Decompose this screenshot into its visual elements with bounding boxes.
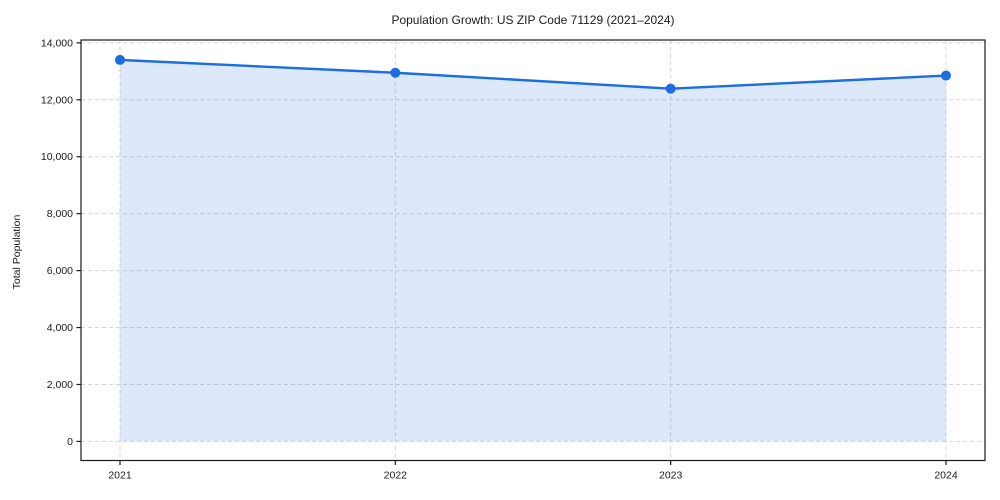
- y-tick-label: 12,000: [41, 94, 73, 106]
- x-tick-label: 2023: [659, 470, 683, 482]
- x-tick-label: 2021: [108, 470, 132, 482]
- data-point-marker: [941, 70, 951, 81]
- y-tick-label: 14,000: [41, 37, 73, 49]
- data-point-marker: [115, 54, 125, 65]
- x-tick-label: 2022: [384, 470, 408, 482]
- y-tick-label: 4,000: [47, 322, 73, 334]
- plot-border: [80, 39, 986, 462]
- area-fill: [120, 59, 946, 442]
- y-tick-label: 2,000: [47, 379, 73, 391]
- y-tick-label: 0: [67, 436, 73, 448]
- y-tick-label: 6,000: [47, 265, 73, 277]
- chart-title: Population Growth: US ZIP Code 71129 (20…: [391, 13, 675, 27]
- x-tick-label: 2024: [934, 470, 958, 482]
- y-tick-label: 10,000: [41, 151, 73, 163]
- y-tick-label: 8,000: [47, 208, 73, 220]
- data-point-marker: [665, 83, 676, 94]
- data-line: [118, 58, 948, 90]
- data-point-marker: [390, 67, 401, 78]
